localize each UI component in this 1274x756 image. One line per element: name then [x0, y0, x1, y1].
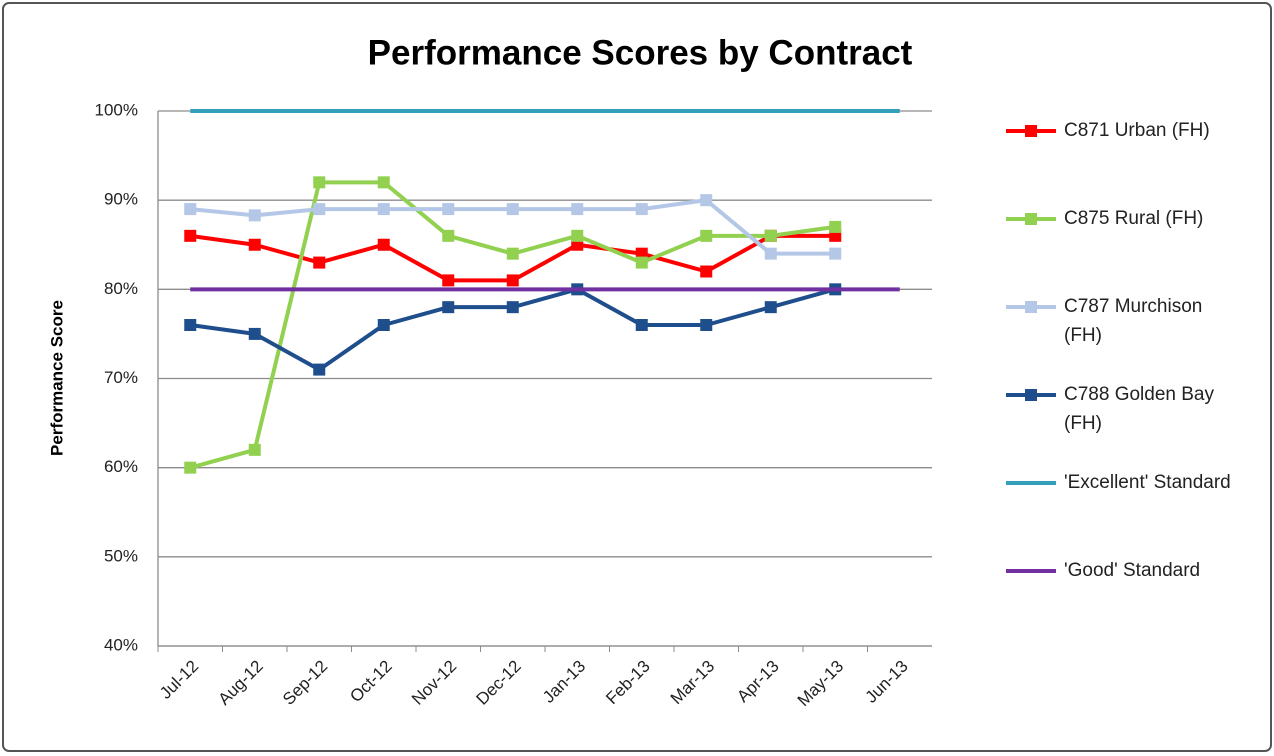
legend-item: 'Good' Standard: [1000, 552, 1260, 640]
series-marker: [506, 247, 519, 260]
series-marker: [313, 176, 326, 189]
legend-swatch: [1006, 569, 1056, 573]
series-marker: [700, 194, 713, 207]
series-marker: [184, 319, 197, 331]
legend-item: C787 Murchison (FH): [1000, 288, 1260, 376]
series-marker: [635, 203, 648, 216]
y-tick-label: 60%: [104, 457, 138, 476]
series-marker: [506, 203, 519, 216]
y-axis-label: Performance Score: [47, 300, 66, 456]
y-tick-label: 90%: [104, 190, 138, 209]
legend-item: C788 Golden Bay (FH): [1000, 376, 1260, 464]
series-marker: [313, 363, 326, 376]
series-marker: [829, 247, 842, 260]
series-marker: [506, 274, 519, 287]
series-marker: [635, 319, 648, 331]
series-marker: [700, 265, 713, 278]
series-marker: [442, 274, 455, 287]
legend-label: 'Good' Standard: [1064, 560, 1201, 581]
legend-marker: [1025, 125, 1037, 137]
series-marker: [764, 301, 777, 314]
series-marker: [184, 461, 197, 474]
y-tick-label: 50%: [104, 546, 138, 565]
series-marker: [377, 203, 390, 216]
series-marker: [377, 238, 390, 251]
legend-swatch: [1006, 481, 1056, 485]
legend-marker: [1025, 389, 1037, 401]
series-marker: [442, 203, 455, 216]
series-marker: [635, 256, 648, 269]
legend-marker: [1025, 213, 1037, 225]
series-marker: [377, 176, 390, 189]
series-marker: [764, 247, 777, 260]
y-tick-label: 80%: [104, 279, 138, 298]
legend-swatch: [1006, 389, 1056, 401]
legend-swatch: [1006, 301, 1056, 313]
series-marker: [571, 229, 584, 242]
series-marker: [571, 203, 584, 216]
legend-swatch: [1006, 125, 1056, 137]
legend-label: C875 Rural (FH): [1064, 208, 1204, 229]
series-marker: [248, 238, 261, 251]
legend-item: C871 Urban (FH): [1000, 112, 1260, 200]
series-marker: [377, 319, 390, 331]
legend-label: C871 Urban (FH): [1064, 120, 1210, 141]
legend-item: C875 Rural (FH): [1000, 200, 1260, 288]
series-marker: [313, 256, 326, 269]
legend-label: C787 Murchison (FH): [1064, 296, 1203, 346]
series-marker: [700, 229, 713, 242]
series-marker: [248, 443, 261, 456]
series-marker: [313, 203, 326, 216]
series-marker: [184, 203, 197, 216]
legend-item: 'Excellent' Standard: [1000, 464, 1260, 552]
legend: C871 Urban (FH) C875 Rural (FH) C787 Murch…: [1000, 112, 1260, 640]
series-marker: [248, 327, 261, 340]
legend-swatch: [1006, 213, 1056, 225]
series-marker: [506, 301, 519, 314]
series-marker: [184, 229, 197, 242]
series-marker: [442, 301, 455, 314]
series-marker: [248, 209, 261, 222]
series-marker: [442, 229, 455, 242]
y-tick-label: 100%: [95, 100, 138, 119]
legend-label: C788 Golden Bay (FH): [1064, 384, 1214, 434]
y-tick-label: 70%: [104, 368, 138, 387]
series-marker: [700, 319, 713, 331]
y-tick-label: 40%: [104, 635, 138, 654]
legend-label: 'Excellent' Standard: [1064, 472, 1231, 493]
legend-marker: [1025, 301, 1037, 313]
series-marker: [764, 229, 777, 242]
series-marker: [829, 220, 842, 233]
chart-title: Performance Scores by Contract: [368, 33, 913, 72]
